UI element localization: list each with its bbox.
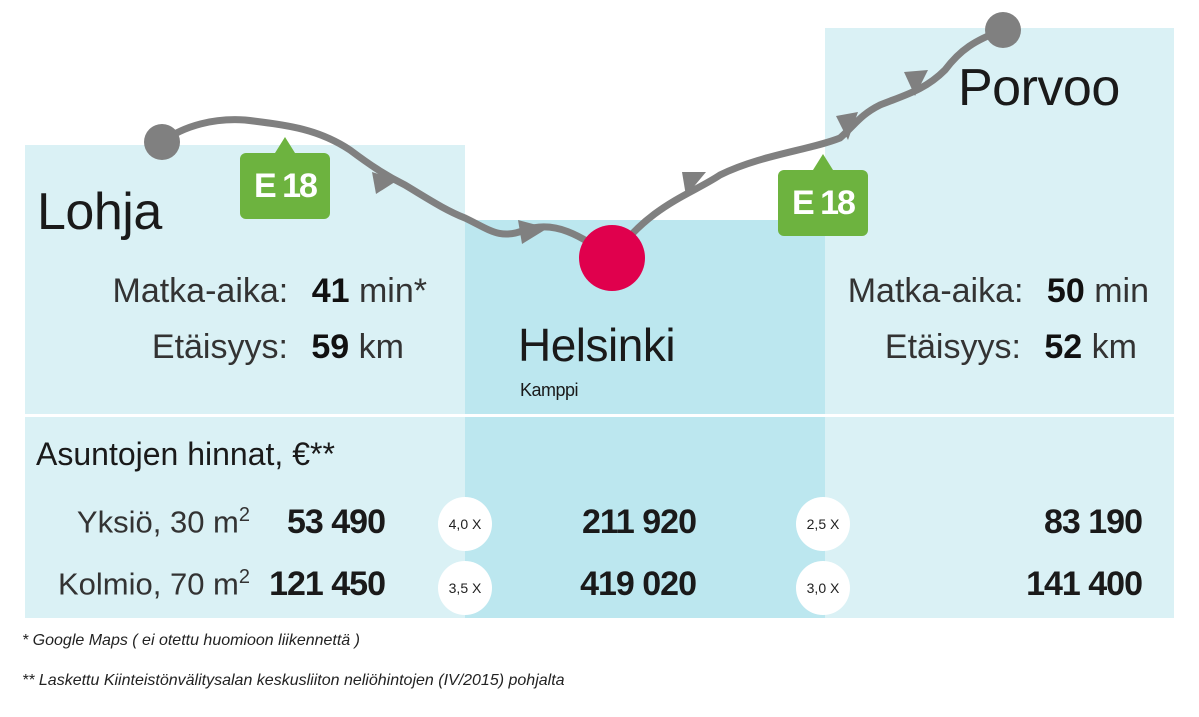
porvoo-panel [825, 28, 1174, 618]
row-label-yksio: Yksiö, 30 m2 [30, 504, 250, 540]
area-exponent: 2 [238, 566, 250, 588]
city-porvoo: Porvoo [958, 59, 1120, 117]
route-arrow [904, 70, 928, 96]
travel-time-label: Matka-aika: [847, 272, 1024, 310]
price-lohja-kolmio: 121 450 [269, 565, 386, 603]
ratio-badge: 3,0 X [796, 561, 850, 615]
price-helsinki-kolmio: 419 020 [580, 565, 697, 603]
porvoo-time-unit: min [1094, 272, 1149, 310]
city-helsinki-district: Kamppi [520, 380, 579, 400]
porvoo-dist-value: 52 [1044, 328, 1083, 366]
distance-label: Etäisyys: [884, 328, 1021, 366]
lohja-panel [25, 145, 465, 618]
travel-time-label: Matka-aika: [112, 272, 289, 310]
porvoo-distance: Etäisyys: 52 km [885, 328, 1137, 367]
price-lohja-yksio: 53 490 [287, 503, 386, 541]
lohja-time-value: 41 [311, 272, 350, 310]
footnote-1: * Google Maps ( ei otettu huomioon liike… [22, 632, 360, 649]
helsinki-panel [465, 220, 825, 618]
yksio-label-text: Yksiö, 30 m [76, 504, 239, 540]
lohja-distance: Etäisyys: 59 km [152, 328, 404, 367]
lohja-dist-unit: km [358, 328, 404, 366]
price-porvoo-kolmio: 141 400 [1026, 565, 1143, 603]
route-arrow [372, 172, 398, 194]
section-divider [25, 414, 1174, 417]
e18-tag-west: E 18 [240, 137, 330, 219]
porvoo-dist-unit: km [1091, 328, 1137, 366]
prices-heading: Asuntojen hinnat, €** [36, 436, 335, 472]
footnote-2: ** Laskettu Kiinteistönvälitysalan kesku… [22, 672, 565, 689]
helsinki-marker [579, 225, 645, 291]
porvoo-time-value: 50 [1046, 272, 1085, 310]
e18-tag-east: E 18 [778, 154, 868, 236]
city-lohja: Lohja [37, 183, 162, 241]
price-porvoo-yksio: 83 190 [1044, 503, 1143, 541]
route-arrow [682, 172, 706, 196]
city-helsinki: Helsinki [518, 319, 676, 371]
porvoo-marker [985, 12, 1021, 48]
row-label-kolmio: Kolmio, 70 m2 [30, 566, 250, 602]
porvoo-travel-time: Matka-aika: 50 min [848, 272, 1149, 311]
lohja-dist-value: 59 [311, 328, 350, 366]
area-exponent: 2 [238, 504, 250, 526]
lohja-time-unit: min* [358, 272, 427, 310]
lohja-travel-time: Matka-aika: 41 min* [113, 272, 428, 311]
route-arrow [518, 220, 548, 244]
lohja-marker [144, 124, 180, 160]
ratio-badge: 4,0 X [438, 497, 492, 551]
ratio-badge: 2,5 X [796, 497, 850, 551]
ratio-badge: 3,5 X [438, 561, 492, 615]
distance-label: Etäisyys: [151, 328, 288, 366]
route-arrow [836, 112, 858, 140]
route-lohja-helsinki [158, 116, 616, 262]
kolmio-label-text: Kolmio, 70 m [57, 566, 239, 602]
price-helsinki-yksio: 211 920 [581, 503, 697, 541]
